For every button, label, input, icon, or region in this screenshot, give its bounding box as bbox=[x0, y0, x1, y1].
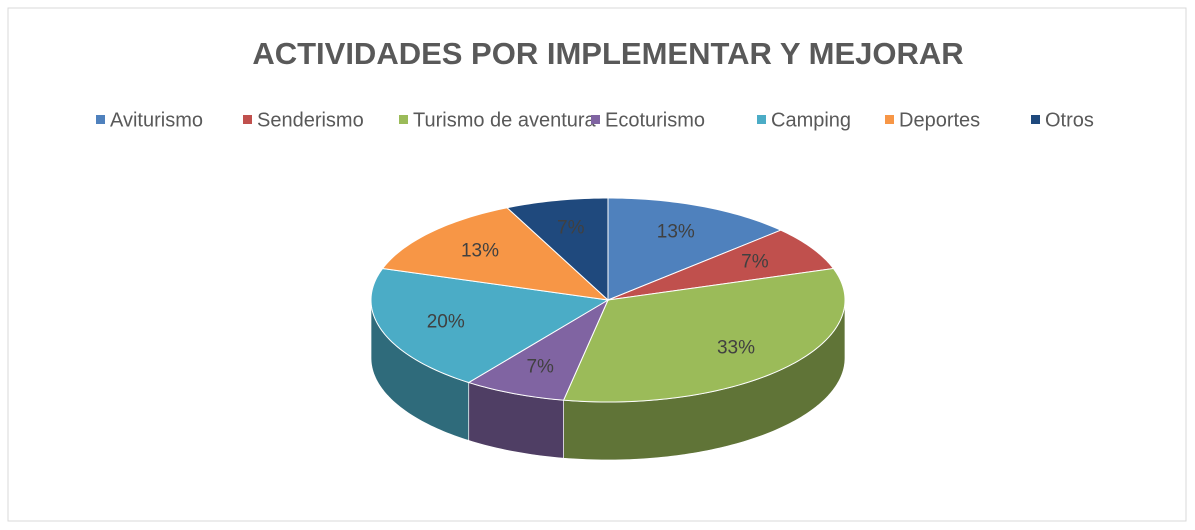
legend-label: Turismo de aventura bbox=[413, 109, 597, 131]
legend-swatch bbox=[885, 115, 894, 124]
legend-label: Ecoturismo bbox=[605, 109, 705, 131]
data-label: 7% bbox=[526, 356, 554, 377]
pie-slice bbox=[381, 207, 610, 301]
legend-swatch bbox=[399, 115, 408, 124]
pie-slice bbox=[467, 298, 610, 401]
data-label: 13% bbox=[461, 240, 499, 261]
legend-label: Senderismo bbox=[257, 109, 364, 131]
data-label: 7% bbox=[557, 217, 585, 238]
legend-label: Camping bbox=[771, 109, 851, 131]
legend-swatch bbox=[96, 115, 105, 124]
data-label: 33% bbox=[717, 338, 755, 359]
data-label: 7% bbox=[741, 252, 769, 273]
data-label: 20% bbox=[427, 312, 465, 333]
data-label: 13% bbox=[657, 222, 695, 243]
chart-title: ACTIVIDADES POR IMPLEMENTAR Y MEJORAR bbox=[252, 36, 963, 71]
legend-label: Aviturismo bbox=[110, 109, 203, 131]
pie-slice bbox=[607, 197, 783, 301]
pie-slice bbox=[562, 267, 846, 403]
legend-swatch bbox=[591, 115, 600, 124]
legend-swatch bbox=[757, 115, 766, 124]
pie-slice bbox=[607, 229, 835, 301]
legend-swatch bbox=[243, 115, 252, 124]
legend-label: Otros bbox=[1045, 109, 1094, 131]
pie-slice bbox=[370, 267, 610, 384]
legend-label: Deportes bbox=[899, 109, 980, 131]
pie-slice bbox=[506, 197, 609, 302]
legend-swatch bbox=[1031, 115, 1040, 124]
